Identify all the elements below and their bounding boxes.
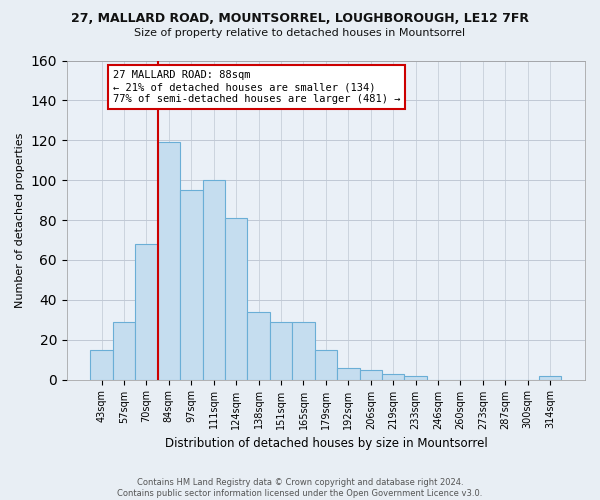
Bar [359,370,382,380]
Text: Size of property relative to detached houses in Mountsorrel: Size of property relative to detached ho… [134,28,466,38]
Bar [382,374,404,380]
Text: 27 MALLARD ROAD: 88sqm
← 21% of detached houses are smaller (134)
77% of semi-de: 27 MALLARD ROAD: 88sqm ← 21% of detached… [113,70,400,104]
Bar [113,322,135,380]
Bar [404,376,427,380]
Bar [225,218,247,380]
X-axis label: Distribution of detached houses by size in Mountsorrel: Distribution of detached houses by size … [164,437,487,450]
Bar [314,350,337,380]
Bar [203,180,225,380]
Bar [270,322,292,380]
Bar [337,368,359,380]
Bar [135,244,158,380]
Text: Contains HM Land Registry data © Crown copyright and database right 2024.
Contai: Contains HM Land Registry data © Crown c… [118,478,482,498]
Y-axis label: Number of detached properties: Number of detached properties [15,132,25,308]
Bar [247,312,270,380]
Bar [91,350,113,380]
Text: 27, MALLARD ROAD, MOUNTSORREL, LOUGHBOROUGH, LE12 7FR: 27, MALLARD ROAD, MOUNTSORREL, LOUGHBORO… [71,12,529,26]
Bar [158,142,180,380]
Bar [180,190,203,380]
Bar [539,376,562,380]
Bar [292,322,314,380]
